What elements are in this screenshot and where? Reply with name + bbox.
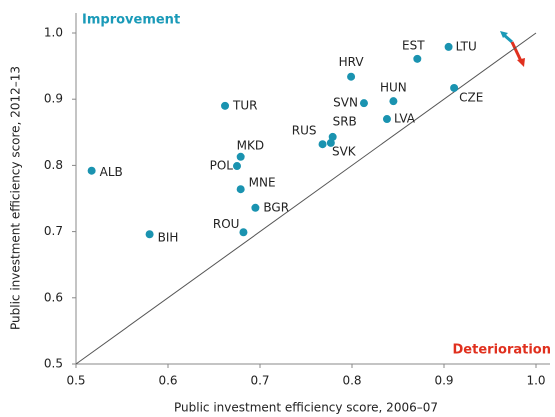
point-label: TUR — [232, 98, 257, 112]
point-label: BIH — [158, 231, 179, 245]
point-label: ALB — [100, 165, 123, 179]
point-label: SVN — [333, 96, 358, 110]
x-tick-label: 0.5 — [66, 374, 85, 388]
point-label: POL — [210, 159, 234, 173]
point — [239, 228, 248, 237]
x-tick-label: 0.7 — [250, 374, 269, 388]
arrow-head — [517, 58, 525, 67]
point — [359, 99, 368, 108]
point — [382, 115, 391, 124]
arrow — [503, 33, 513, 44]
point-label: ROU — [213, 217, 240, 231]
point — [318, 140, 327, 149]
point — [87, 166, 96, 175]
point — [251, 203, 260, 212]
y-tick-label: 0.8 — [44, 158, 63, 172]
point-label: LTU — [456, 39, 477, 53]
point-label: MNE — [249, 176, 276, 190]
point-label: CZE — [459, 90, 483, 104]
point-label: MKD — [237, 138, 264, 152]
point — [236, 185, 245, 194]
point — [389, 97, 398, 106]
y-tick-label: 0.6 — [44, 290, 63, 304]
y-tick-label: 0.5 — [44, 357, 63, 371]
x-tick-label: 1.0 — [526, 374, 545, 388]
point — [444, 42, 453, 51]
point-label: LVA — [394, 112, 416, 126]
point-label: SVK — [332, 144, 357, 158]
point-label: BGR — [263, 200, 289, 214]
point — [221, 101, 230, 110]
diagonal — [75, 32, 537, 365]
x-tick-label: 0.9 — [434, 374, 453, 388]
y-tick-label: 1.0 — [44, 26, 63, 40]
y-axis-label: Public investment efficiency score, 2012… — [9, 66, 23, 330]
point — [347, 72, 356, 81]
y-tick-label: 0.7 — [44, 224, 63, 238]
point-label: EST — [402, 38, 425, 52]
point-label: RUS — [292, 124, 317, 138]
point-label: HUN — [380, 81, 407, 95]
y-tick-label: 0.9 — [44, 92, 63, 106]
point — [145, 230, 154, 239]
annotation: Deterioration — [453, 343, 551, 358]
point — [413, 54, 422, 63]
point-label: HRV — [339, 55, 365, 69]
point — [326, 138, 335, 147]
point — [450, 83, 459, 92]
annotation: Improvement — [82, 13, 180, 28]
x-tick-label: 0.6 — [158, 374, 177, 388]
point-label: SRB — [333, 114, 357, 128]
arrow-head — [500, 31, 508, 38]
point — [233, 162, 241, 171]
x-tick-label: 0.8 — [342, 374, 361, 388]
point — [236, 152, 245, 161]
x-axis-label: Public investment efficiency score, 2006… — [174, 401, 438, 415]
arrow — [510, 41, 523, 62]
